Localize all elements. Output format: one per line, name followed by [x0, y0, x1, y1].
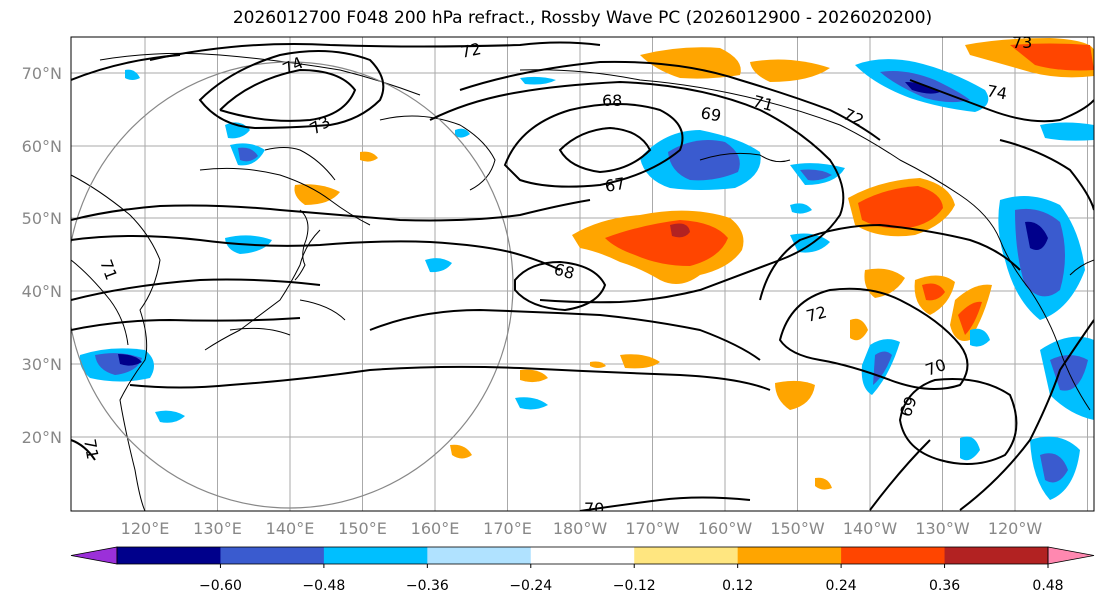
longitude-label: 120°W	[988, 519, 1043, 538]
colorbar-ticks: −0.60 −0.48 −0.36 −0.24 −0.12 0.12 0.24 0.36 0.4…	[199, 564, 1064, 594]
colorbar-tick-label: −0.36	[406, 578, 449, 594]
coastlines	[71, 52, 1094, 511]
latitude-label: 30°N	[22, 355, 62, 374]
colorbar-tick-label: −0.60	[199, 578, 242, 594]
colorbar-outline	[116, 546, 1049, 565]
contour-69-loop	[898, 378, 1018, 465]
colorbar-segment	[530, 547, 635, 564]
range-circle	[71, 61, 514, 509]
contour-label: 72	[459, 39, 483, 62]
colorbar-segment	[634, 547, 739, 564]
colorbar-segment	[220, 547, 325, 564]
colorbar-tick-label: 0.36	[929, 578, 960, 594]
longitude-label: 150°W	[770, 519, 825, 538]
contour-72-north	[149, 41, 601, 61]
longitude-label: 170°W	[625, 519, 680, 538]
longitude-label: 160°W	[698, 519, 753, 538]
contour-label: 69	[699, 103, 722, 125]
colorbar-segment	[944, 547, 1049, 564]
latitude-label: 40°N	[22, 282, 62, 301]
longitude-label: 130°E	[193, 519, 242, 538]
colorbar-segment	[427, 547, 532, 564]
longitude-label: 170°E	[483, 519, 532, 538]
colorbar-segment	[737, 547, 842, 564]
contour-label: 68	[602, 91, 622, 110]
contour-label: 71	[751, 92, 776, 116]
colorbar-extend-high	[1047, 546, 1095, 565]
colorbar-tick-label: −0.12	[613, 578, 656, 594]
contour-68-east	[514, 260, 607, 312]
longitude-label: 180°W	[553, 519, 608, 538]
contour-label: 68	[552, 260, 577, 284]
colorbar-tick-label: 0.48	[1032, 578, 1063, 594]
colorbar-tick-label: 0.12	[722, 578, 753, 594]
colorbar-tick-label: 0.24	[826, 578, 857, 594]
colorbar	[70, 546, 1095, 565]
latitude-labels: 70°N 60°N 50°N 40°N 30°N 20°N	[22, 64, 62, 447]
longitude-label: 130°W	[915, 519, 970, 538]
latitude-label: 70°N	[22, 64, 62, 83]
contour-67-loop	[558, 126, 652, 174]
contour-label: 70	[584, 499, 604, 518]
height-contours	[71, 41, 1094, 511]
map-border	[70, 36, 1095, 512]
longitude-label: 120°E	[121, 519, 170, 538]
colorbar-segment	[841, 547, 946, 564]
contour-label: 73	[1012, 33, 1032, 52]
latitude-label: 50°N	[22, 209, 62, 228]
colorbar-segment	[117, 547, 221, 564]
contour-label: 67	[603, 174, 626, 196]
contour-68-loop	[503, 103, 684, 188]
latitude-label: 60°N	[22, 137, 62, 156]
contour-74-west	[198, 50, 385, 130]
colorbar-tick-label: −0.48	[302, 578, 345, 594]
longitude-label: 140°E	[266, 519, 315, 538]
contour-label: 72	[804, 302, 829, 326]
longitude-label: 150°E	[338, 519, 387, 538]
map-title: 2026012700 F048 200 hPa refract., Rossby…	[232, 8, 933, 28]
longitude-label: 140°W	[843, 519, 898, 538]
longitude-labels: 120°E 130°E 140°E 150°E 160°E 170°E 180°W 170°W…	[121, 519, 1043, 538]
contour-label: 74	[985, 81, 1008, 103]
colorbar-tick-label: −0.24	[509, 578, 552, 594]
latitude-label: 20°N	[22, 428, 62, 447]
contour-72-east	[778, 287, 969, 390]
colorbar-segment	[323, 547, 428, 564]
contour-label: 71	[80, 437, 102, 460]
colorbar-extend-low	[70, 546, 118, 565]
longitude-label: 160°E	[411, 519, 460, 538]
